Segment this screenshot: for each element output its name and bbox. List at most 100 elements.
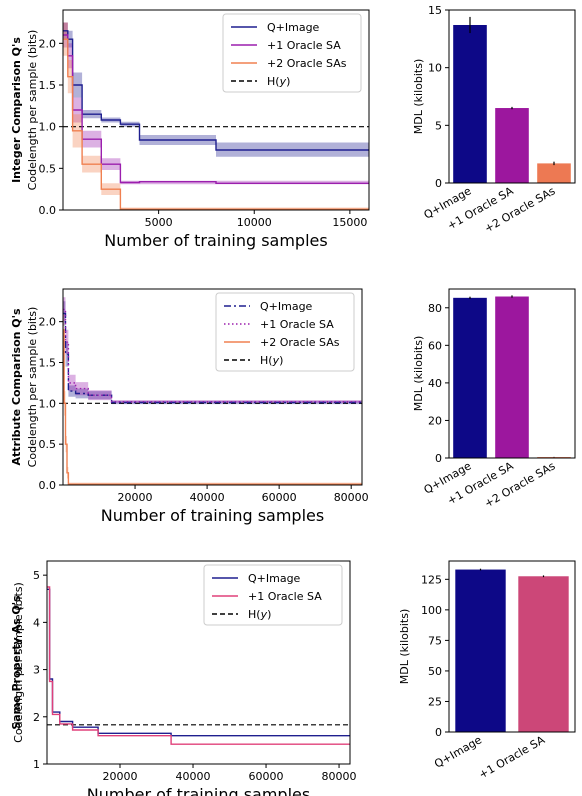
plot-frame	[62, 9, 370, 211]
x-tick-label: 15000	[332, 216, 367, 229]
bar-2	[495, 296, 529, 458]
legend-label: Q+Image	[248, 572, 301, 585]
y-tick-label: 5	[33, 569, 40, 582]
series-band-1	[63, 22, 369, 157]
x-tick-label: 20000	[118, 491, 153, 504]
legend-label: +1 Oracle SA	[260, 318, 334, 331]
x-tick-label: 60000	[262, 491, 297, 504]
row-title: Integer Comparison Q's	[10, 37, 23, 183]
bar-2	[518, 576, 569, 732]
y-tick-label: 1.5	[39, 79, 57, 92]
y-tick-label: 1	[33, 758, 40, 771]
legend-label: Q+Image	[260, 300, 313, 313]
legend-label: +1 Oracle SA	[267, 39, 341, 52]
series-band-1	[63, 301, 362, 405]
y-tick-label: 0	[435, 177, 442, 190]
plot-frame	[448, 9, 576, 184]
y-tick-label: 2	[33, 711, 40, 724]
y-tick-label: 0	[435, 452, 442, 465]
y-axis-label: Codelength per sample (bits)	[12, 582, 25, 743]
series-line-3	[63, 38, 369, 210]
bar-1	[455, 569, 506, 732]
bar-1	[453, 297, 487, 458]
legend-label-reference: H(y)	[267, 75, 290, 88]
plot-frame	[448, 288, 576, 459]
series-line-1	[63, 312, 362, 404]
y-tick-label: 80	[428, 302, 442, 315]
y-tick-label: 0.0	[39, 479, 57, 492]
y-tick-label: 1.0	[39, 397, 57, 410]
x-tick-label: 20000	[103, 770, 138, 783]
plot-area	[63, 297, 362, 485]
legend: Q+Image +1 Oracle SA +2 Oracle SAs H(y)	[215, 292, 355, 372]
bar-chart-1: Q+Image+1 Oracle SA+2 Oracle SAs051015MD…	[412, 4, 576, 235]
series-line-2	[63, 34, 369, 185]
legend: Q+Image +1 Oracle SA H(y)	[203, 564, 343, 626]
y-axis-label: MDL (kilobits)	[412, 59, 425, 134]
legend-label: Q+Image	[267, 21, 320, 34]
x-tick-label: 40000	[176, 770, 211, 783]
line-chart-2: 20000 40000 60000 80000 0.0 0.5 1.0 1.5 2.0 Numbe…	[10, 288, 369, 525]
y-axis-label: Codelength per sample (bits)	[26, 30, 39, 191]
bar-chart-2: Q+Image+1 Oracle SA+2 Oracle SAs02040608…	[412, 288, 576, 510]
y-tick-label: 0.5	[39, 162, 57, 175]
x-tick-label: 80000	[322, 770, 357, 783]
bar-2	[495, 108, 529, 183]
y-tick-label: 100	[421, 604, 442, 617]
plot-frame	[62, 288, 363, 486]
category-label: +2 Oracle SAs	[482, 184, 558, 235]
y-tick-label: 40	[428, 377, 442, 390]
plot-area	[47, 586, 350, 745]
series-band-2	[63, 297, 362, 404]
bar-1	[453, 24, 487, 184]
x-axis-label: Number of training samples	[101, 506, 324, 525]
legend-label: +2 Oracle SAs	[260, 336, 340, 349]
y-tick-label: 5	[435, 119, 442, 132]
legend-label-reference: H(y)	[248, 608, 271, 621]
legend-box	[222, 13, 362, 93]
plot-frame	[46, 560, 351, 765]
row-title: Same Property As Q's	[10, 595, 23, 730]
bar-3	[537, 163, 571, 183]
category-label: +1 Oracle SA	[477, 733, 548, 781]
y-tick-label: 1.5	[39, 357, 57, 370]
legend-box	[203, 564, 343, 626]
x-axis-label: Number of training samples	[104, 231, 327, 250]
legend-label: +2 Oracle SAs	[267, 57, 347, 70]
row-title: Attribute Comparison Q's	[10, 308, 23, 466]
y-axis-label: MDL (kilobits)	[398, 609, 411, 684]
y-tick-label: 125	[421, 573, 442, 586]
y-tick-label: 20	[428, 414, 442, 427]
y-tick-label: 25	[428, 695, 442, 708]
y-axis-label: MDL (kilobits)	[412, 336, 425, 411]
x-axis-label: Number of training samples	[87, 785, 310, 796]
series-line-3	[63, 329, 362, 485]
y-tick-label: 0.0	[39, 204, 57, 217]
x-tick-label: 5000	[145, 216, 173, 229]
legend-label: +1 Oracle SA	[248, 590, 322, 603]
y-tick-label: 2.0	[39, 37, 57, 50]
series-line-2	[63, 308, 362, 403]
y-tick-label: 10	[428, 62, 442, 75]
y-axis-label: Codelength per sample (bits)	[26, 307, 39, 468]
y-tick-label: 0	[435, 726, 442, 739]
legend-label-reference: H(y)	[260, 354, 283, 367]
y-tick-label: 60	[428, 339, 442, 352]
y-tick-label: 15	[428, 4, 442, 17]
x-tick-label: 80000	[334, 491, 369, 504]
y-tick-label: 0.5	[39, 438, 57, 451]
y-tick-label: 50	[428, 665, 442, 678]
x-tick-label: 40000	[190, 491, 225, 504]
x-tick-label: 60000	[249, 770, 284, 783]
y-tick-label: 4	[33, 616, 40, 629]
y-tick-label: 2.0	[39, 316, 57, 329]
plot-frame	[448, 560, 576, 733]
series-line-1	[63, 30, 369, 151]
legend-box	[215, 292, 355, 372]
line-chart-1: 5000 10000 15000 0.0 0.5 1.0 1.5 2.0 Number of t…	[10, 9, 370, 250]
y-tick-label: 3	[33, 664, 40, 677]
y-tick-label: 1.0	[39, 121, 57, 134]
plot-area	[63, 22, 369, 210]
x-tick-label: 10000	[237, 216, 272, 229]
